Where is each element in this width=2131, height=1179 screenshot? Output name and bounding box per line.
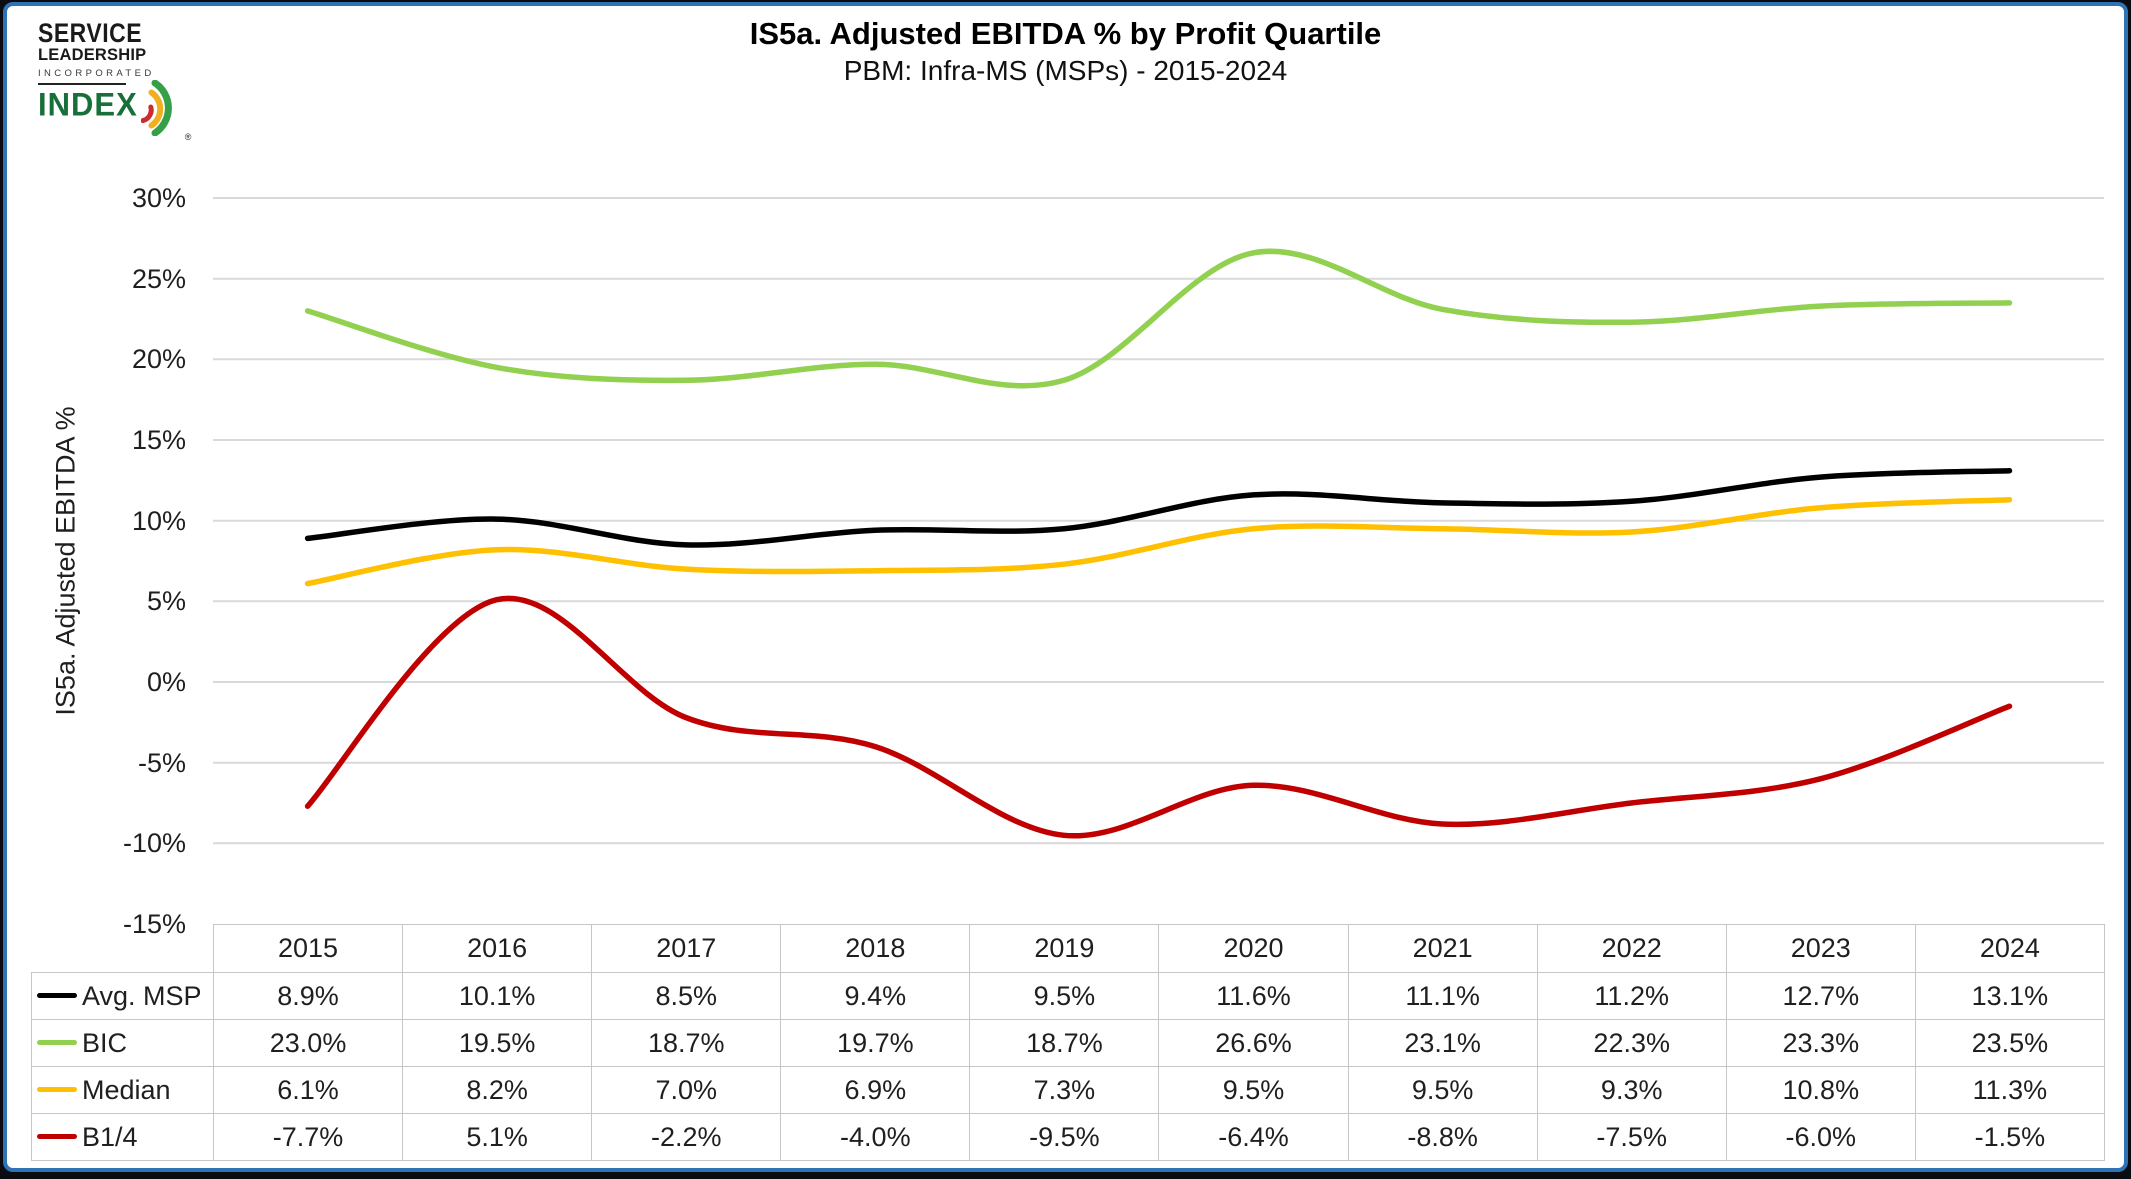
table-value-cell: 9.5% (1347, 1066, 1538, 1114)
year-header-cell: 2024 (1914, 924, 2105, 973)
y-tick-label: -10% (122, 828, 186, 859)
table-value-cell: 6.1% (212, 1066, 404, 1114)
y-tick-label: -5% (137, 747, 186, 778)
table-value-cell: 9.5% (969, 972, 1160, 1020)
legend-swatch (37, 992, 77, 999)
series-label-cell: B1/4 (31, 1113, 214, 1161)
table-value-cell: 11.6% (1158, 972, 1349, 1020)
year-header-cell: 2023 (1725, 924, 1916, 973)
y-tick-label: 5% (146, 586, 186, 617)
legend-swatch (37, 1133, 77, 1140)
y-tick-label: 0% (146, 667, 186, 697)
y-tick-label: 25% (131, 263, 186, 294)
swoosh-arcs-icon (140, 80, 172, 136)
table-value-cell: 18.7% (969, 1019, 1160, 1067)
year-header-cell: 2019 (969, 924, 1160, 973)
y-tick-label: 20% (131, 344, 186, 375)
table-value-cell: -8.8% (1347, 1113, 1538, 1161)
series-label-cell: BIC (31, 1019, 214, 1067)
table-value-cell: -4.0% (780, 1113, 971, 1161)
year-header-cell: 2018 (780, 924, 971, 973)
table-value-cell: 13.1% (1914, 972, 2105, 1020)
table-value-cell: -6.0% (1725, 1113, 1916, 1161)
year-header-cell: 2020 (1158, 924, 1349, 973)
table-value-cell: -9.5% (969, 1113, 1160, 1161)
y-tick-label: 30% (131, 183, 186, 213)
legend-data-table: 2015 2016 2017 2018 2019 2020 2021 2022 2023 2024… (31, 924, 2105, 1161)
table-value-cell: 8.5% (591, 972, 782, 1020)
series-line-bic (304, 248, 2013, 389)
table-value-cell: -2.2% (591, 1113, 782, 1161)
table-value-cell: 26.6% (1158, 1019, 1349, 1067)
series-name: B1/4 (82, 1121, 138, 1152)
table-value-cell: 6.9% (780, 1066, 971, 1114)
registered-mark: ® (184, 132, 192, 142)
legend-swatch (37, 1086, 77, 1093)
table-value-cell: 8.2% (402, 1066, 593, 1114)
logo-incorporated-text: INCORPORATED (38, 67, 155, 79)
table-value-cell: 7.0% (591, 1066, 782, 1114)
table-value-cell: 7.3% (969, 1066, 1160, 1114)
series-line-median (304, 496, 2013, 587)
year-header-cell: 2015 (212, 924, 404, 973)
legend-swatch (37, 1039, 77, 1046)
table-value-cell: 19.7% (780, 1019, 971, 1067)
table-value-cell: 9.3% (1536, 1066, 1727, 1114)
table-value-cell: -1.5% (1914, 1113, 2105, 1161)
table-value-cell: 10.8% (1725, 1066, 1916, 1114)
table-value-cell: 11.2% (1536, 972, 1727, 1020)
table-value-cell: 11.1% (1347, 972, 1538, 1020)
series-line-b1-4 (304, 595, 2013, 839)
table-value-cell: -7.7% (212, 1113, 404, 1161)
logo-divider (38, 83, 126, 85)
year-header-cell: 2021 (1347, 924, 1538, 973)
table-value-cell: 19.5% (402, 1019, 593, 1067)
table-value-cell: -6.4% (1158, 1113, 1349, 1161)
year-header-cell: 2022 (1536, 924, 1727, 973)
table-value-cell: 10.1% (402, 972, 593, 1020)
service-leadership-index-logo: SERVICE LEADERSHIP INCORPORATED INDEX ® (38, 17, 191, 142)
table-value-cell: 12.7% (1725, 972, 1916, 1020)
series-label-cell: Avg. MSP (31, 972, 214, 1020)
table-value-cell: 23.3% (1725, 1019, 1916, 1067)
y-tick-label: 15% (131, 425, 186, 455)
chart-subtitle: PBM: Infra-MS (MSPs) - 2015-2024 (843, 55, 1288, 86)
logo-index-text: INDEX (38, 85, 138, 123)
year-header-cell: 2016 (402, 924, 593, 973)
series-name: BIC (82, 1027, 128, 1058)
table-value-cell: -7.5% (1536, 1113, 1727, 1161)
table-value-cell: 18.7% (591, 1019, 782, 1067)
table-value-cell: 5.1% (402, 1113, 593, 1161)
table-value-cell: 22.3% (1536, 1019, 1727, 1067)
data-table: 2015 2016 2017 2018 2019 2020 2021 2022 2023 2024… (31, 924, 2105, 1161)
chart-title: IS5a. Adjusted EBITDA % by Profit Quarti… (749, 16, 1382, 51)
table-value-cell: 23.5% (1914, 1019, 2105, 1067)
table-corner-cell (31, 924, 214, 973)
logo-leadership-text: LEADERSHIP (38, 46, 147, 64)
series-line-avg-msp (304, 467, 2013, 548)
series-label-cell: Median (31, 1066, 214, 1114)
table-value-cell: 9.5% (1158, 1066, 1349, 1114)
series-name: Avg. MSP (82, 980, 202, 1011)
table-value-cell: 23.0% (212, 1019, 404, 1067)
series-name: Median (82, 1074, 171, 1105)
table-value-cell: 23.1% (1347, 1019, 1538, 1067)
logo-service-text: SERVICE (38, 17, 143, 48)
y-tick-label: 10% (131, 505, 186, 536)
table-value-cell: 9.4% (780, 972, 971, 1020)
year-header-cell: 2017 (591, 924, 782, 973)
table-value-cell: 11.3% (1914, 1066, 2105, 1114)
table-value-cell: 8.9% (212, 972, 404, 1020)
